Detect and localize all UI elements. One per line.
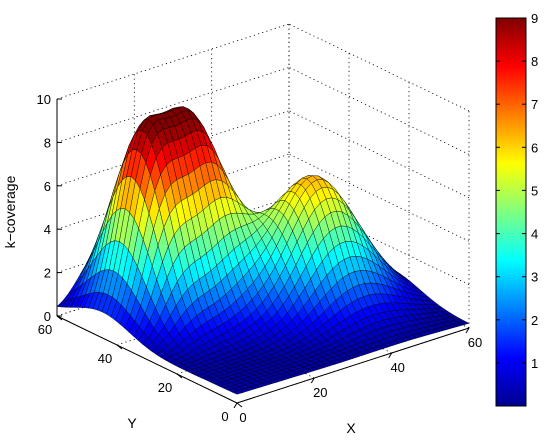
colorbar-tick-label: 5	[531, 183, 538, 198]
colorbar	[495, 17, 527, 407]
y-tick-label: 40	[98, 351, 112, 366]
grid-line	[288, 67, 470, 155]
z-tick-label: 6	[44, 179, 51, 194]
z-tick-label: 2	[44, 266, 51, 281]
colorbar-tick-label: 8	[531, 54, 538, 69]
colorbar-tick-label: 3	[531, 270, 538, 285]
colorbar-tick-label: 1	[531, 356, 538, 371]
grid-line	[56, 67, 290, 143]
grid-line	[56, 23, 290, 100]
y-axis-label: Y	[127, 415, 137, 431]
colorbar-ticks: 1 2 3 4 5 6 7 8 9	[496, 11, 538, 371]
z-tick-label: 10	[37, 92, 51, 107]
y-tick-label: 20	[158, 380, 172, 395]
z-tick-label: 8	[44, 135, 51, 150]
surface-plot	[56, 106, 470, 395]
colorbar-tick-label: 2	[531, 313, 538, 328]
colorbar-tick-label: 9	[531, 11, 538, 26]
x-tick-label: 60	[468, 335, 482, 350]
y-tick-mark	[176, 373, 183, 379]
grid-line	[56, 110, 290, 187]
z-axis-label: k−coverage	[2, 175, 18, 248]
x-tick-mark	[233, 402, 238, 409]
grid-line	[56, 153, 290, 230]
y-tick-mark	[116, 344, 123, 350]
colorbar-tick-label: 7	[531, 97, 538, 112]
colorbar-tick-label: 6	[531, 140, 538, 155]
x-tick-label: 0	[239, 410, 246, 425]
colorbar-tick-label: 4	[531, 227, 538, 242]
surface-facet	[231, 390, 244, 395]
z-tick-label: 4	[44, 222, 51, 237]
x-tick-label: 20	[313, 385, 327, 400]
x-tick-mark	[388, 352, 393, 359]
x-tick-mark	[310, 377, 315, 384]
axes-lines	[56, 98, 470, 409]
grid-line	[288, 23, 470, 112]
y-axis-line	[56, 315, 238, 404]
x-tick-mark	[465, 327, 470, 334]
x-axis-line	[236, 327, 470, 404]
y-tick-mark	[236, 402, 243, 408]
x-tick-label: 40	[390, 360, 404, 375]
y-tick-label: 0	[221, 409, 228, 424]
y-tick-label: 60	[38, 322, 52, 337]
x-axis-label: X	[346, 420, 356, 436]
y-tick-mark	[56, 315, 63, 321]
z-tick-label: 0	[44, 309, 51, 324]
